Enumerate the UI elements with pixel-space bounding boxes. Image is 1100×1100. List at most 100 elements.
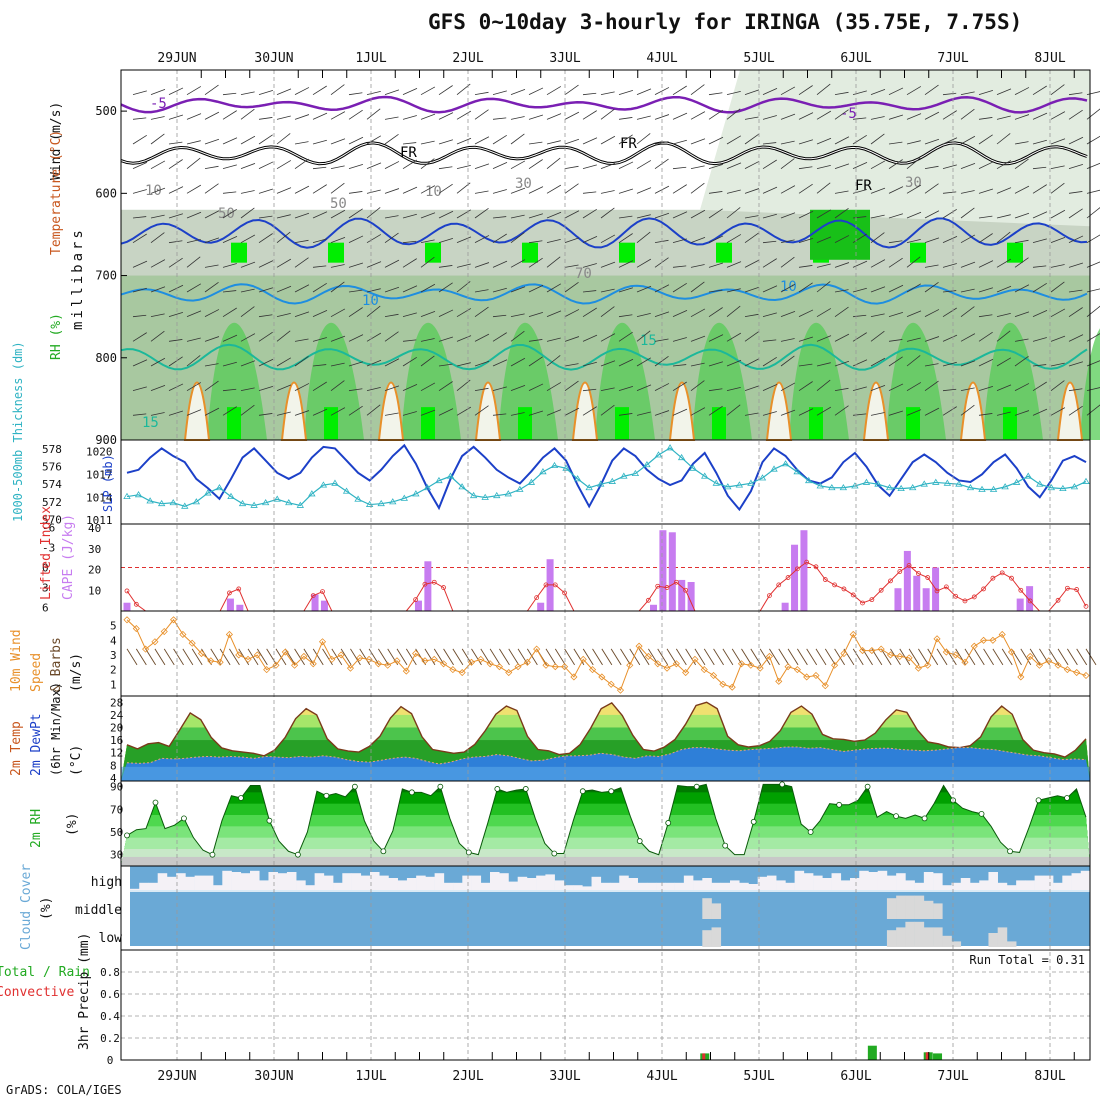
wind-barb xyxy=(726,288,741,293)
cloud-cell-high xyxy=(194,875,205,890)
wind-barb xyxy=(762,186,778,194)
wind-barb xyxy=(852,260,868,268)
thickness-point xyxy=(527,478,536,485)
li-point xyxy=(934,588,940,594)
wind-barb xyxy=(870,313,885,318)
wind-barb xyxy=(402,384,418,392)
cloud-cell-high xyxy=(388,878,398,890)
wind-barb xyxy=(348,235,364,244)
li-point xyxy=(888,578,893,584)
cloud-panel: high middle low Cloud Cover (%) xyxy=(19,864,1091,950)
wind-barb xyxy=(312,238,327,244)
wind-barb xyxy=(564,309,580,318)
wind-barb xyxy=(1086,261,1100,268)
cape-bar xyxy=(913,575,921,611)
cloud-cell-low xyxy=(702,930,712,947)
wind-barb xyxy=(276,312,291,318)
cloud-cell-low xyxy=(933,927,943,947)
wind-barb xyxy=(780,158,795,169)
wind-barb xyxy=(150,412,165,416)
wind-barb xyxy=(420,311,436,318)
wind-barb-10m xyxy=(359,648,371,666)
wind-barb xyxy=(600,207,615,219)
wind-speed-point xyxy=(1026,652,1034,660)
li-point xyxy=(943,584,949,590)
wind-barb xyxy=(852,90,867,96)
thickness-point xyxy=(435,476,443,484)
wind-barb xyxy=(222,307,237,318)
wind-barb xyxy=(744,161,760,170)
contour-label: 30 xyxy=(515,176,532,192)
wind-barb xyxy=(924,210,940,219)
li-tick-label: -6 xyxy=(42,521,55,534)
wind-barb xyxy=(1014,338,1029,342)
wind-barb xyxy=(888,186,904,194)
wind-speed-point xyxy=(328,655,336,663)
wind-barb xyxy=(762,88,778,96)
wind-barb xyxy=(546,184,562,194)
cloud-high-label: high xyxy=(91,875,122,890)
wind-barb xyxy=(312,112,328,120)
cloud-cell-middle xyxy=(896,895,906,919)
wind-barb xyxy=(186,409,202,416)
wind-barb xyxy=(258,89,274,96)
wind-barb xyxy=(798,139,814,145)
wind-barb xyxy=(474,163,490,170)
wind-barb xyxy=(402,142,417,145)
temp-spike xyxy=(862,381,890,441)
wind-barb xyxy=(510,357,526,367)
wind-barb xyxy=(816,335,832,342)
wind-barb xyxy=(168,257,183,268)
wind-barb xyxy=(726,207,741,219)
wind-barb xyxy=(978,358,994,367)
wind-speed-point xyxy=(197,649,206,658)
wind-barb xyxy=(924,380,939,391)
wind-barb xyxy=(996,214,1011,219)
wind-barb xyxy=(600,333,616,342)
wind-barb xyxy=(996,384,1012,392)
wind-barb-10m xyxy=(424,648,436,666)
cloud-cell-high xyxy=(323,875,334,890)
cloud-cell-high xyxy=(434,873,445,890)
thickness-point xyxy=(400,494,409,501)
wind-barb xyxy=(1014,356,1029,367)
wind-barb xyxy=(906,238,921,244)
wind-barb xyxy=(1014,410,1030,416)
wind-barb xyxy=(258,117,273,120)
wind-barb xyxy=(1014,185,1030,194)
wind-barb xyxy=(690,165,705,170)
wind-barb xyxy=(312,211,328,219)
wind-speed-point xyxy=(309,660,317,668)
wind-barb xyxy=(240,108,255,120)
thickness-point xyxy=(932,478,940,485)
rh-core-big xyxy=(810,209,870,260)
wind-barb xyxy=(528,311,544,318)
wind-barb xyxy=(834,360,850,367)
wind-barb-10m xyxy=(1057,648,1069,666)
thickness-point xyxy=(573,475,582,482)
wind-speed-point xyxy=(207,657,215,665)
cloud-cell-middle xyxy=(711,903,722,919)
contour-label: FR xyxy=(855,178,872,194)
thickness-point xyxy=(1001,483,1009,490)
thickness-point xyxy=(1047,483,1056,491)
cloud-cell-low xyxy=(896,927,906,947)
wind-axis-label: Wind (m/s) xyxy=(49,102,64,180)
cape-bar xyxy=(1016,598,1024,611)
wind-speed-point xyxy=(616,686,625,694)
wind-speed-point xyxy=(1073,668,1081,677)
wind-barb xyxy=(618,134,633,145)
wind-barb-10m xyxy=(275,648,287,666)
wind-barb-10m xyxy=(722,648,734,666)
wind-barb xyxy=(1068,388,1083,392)
wind-barb xyxy=(1068,262,1084,268)
wind-speed-point xyxy=(430,655,438,663)
wind-barb xyxy=(150,116,165,120)
wind-barb xyxy=(618,161,634,170)
cloud-cell-high xyxy=(222,870,232,890)
wind-barb xyxy=(546,409,562,416)
wind-barb xyxy=(528,383,544,392)
date-label-bottom: 1JUL xyxy=(355,1069,386,1084)
wind-barb-10m xyxy=(787,648,799,666)
li-ylabel-group: Lifted Index xyxy=(39,506,54,600)
